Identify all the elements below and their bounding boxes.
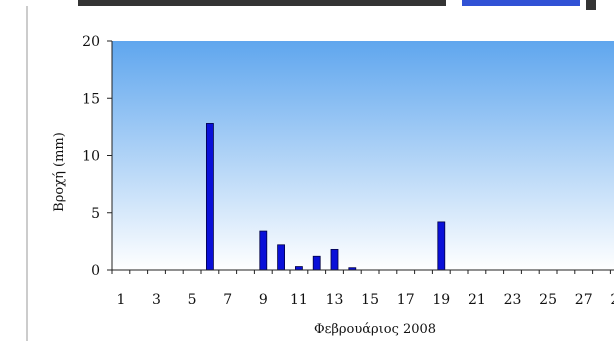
bar-day-6 xyxy=(205,123,214,271)
x-tick-label: 27 xyxy=(575,292,593,308)
x-tick-label: 9 xyxy=(259,292,268,308)
y-tick-label: 5 xyxy=(91,206,100,222)
x-tick-label: 17 xyxy=(397,292,415,308)
x-tick-label: 29 xyxy=(610,292,614,308)
x-tick-label: 13 xyxy=(326,292,344,308)
x-tick-label: 19 xyxy=(432,292,450,308)
y-tick-label: 15 xyxy=(82,91,100,107)
x-tick-label: 7 xyxy=(223,292,232,308)
x-tick-label: 3 xyxy=(152,292,161,308)
bar-day-13 xyxy=(330,248,339,271)
bar-day-11 xyxy=(294,266,303,271)
bar-day-19 xyxy=(437,221,446,271)
x-tick-label: 1 xyxy=(116,292,125,308)
bar-day-9 xyxy=(259,230,268,271)
x-tick-label: 11 xyxy=(290,292,308,308)
bar-day-10 xyxy=(277,244,286,271)
x-tick-label: 21 xyxy=(468,292,486,308)
x-axis-title: Φεβρουάριος 2008 xyxy=(314,322,436,337)
y-tick-label: 0 xyxy=(91,263,100,279)
y-axis-title: Βροχή (mm) xyxy=(52,132,67,212)
bar-day-12 xyxy=(312,255,321,271)
x-tick-label: 25 xyxy=(539,292,557,308)
plot-area xyxy=(112,41,614,270)
x-tick-label: 5 xyxy=(188,292,197,308)
y-axis: 0 5 10 15 20 xyxy=(82,34,113,279)
cropped-title-remnant xyxy=(78,0,596,10)
x-tick-label: 15 xyxy=(361,292,379,308)
x-tick-label: 23 xyxy=(504,292,522,308)
y-tick-label: 10 xyxy=(82,149,100,165)
x-axis: 1357911131517192123252729 xyxy=(111,269,614,308)
y-tick-label: 20 xyxy=(82,34,100,50)
